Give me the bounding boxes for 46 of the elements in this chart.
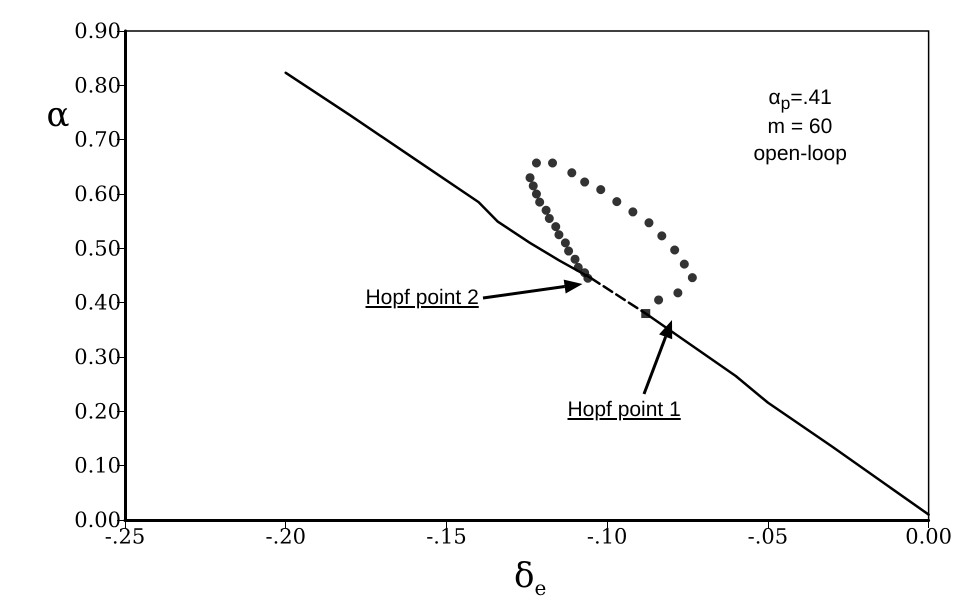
point bbox=[548, 158, 558, 168]
x-tick-label: -.05 bbox=[748, 524, 788, 548]
point bbox=[564, 246, 574, 256]
x-tick-label: -.20 bbox=[265, 524, 306, 548]
point bbox=[612, 197, 622, 206]
point bbox=[528, 181, 538, 190]
y-tick-label: 0.30 bbox=[74, 345, 121, 369]
annotation: open-loop bbox=[754, 142, 847, 166]
x-tick-label: -.15 bbox=[426, 524, 467, 548]
y-tick-label: 0.90 bbox=[74, 19, 121, 43]
y-tick-label: 0.40 bbox=[74, 290, 121, 315]
point bbox=[680, 260, 689, 269]
point bbox=[535, 198, 544, 207]
y-tick-label: 0.10 bbox=[74, 454, 121, 478]
annotation: α$_{p}$=.41 bbox=[768, 86, 832, 114]
point bbox=[644, 218, 654, 228]
point bbox=[542, 206, 551, 215]
y-axis-title: α bbox=[46, 95, 70, 135]
point bbox=[526, 173, 535, 182]
point bbox=[688, 273, 697, 282]
y-tick-label: 0.20 bbox=[74, 399, 121, 424]
annotation: Hopf point 2 bbox=[366, 286, 479, 310]
point bbox=[673, 288, 682, 298]
point bbox=[544, 214, 554, 223]
point bbox=[532, 158, 541, 168]
point bbox=[532, 190, 541, 198]
point bbox=[654, 295, 664, 304]
y-tick-label: 0.60 bbox=[74, 182, 121, 206]
x-tick-label: 0.00 bbox=[905, 524, 952, 548]
point bbox=[670, 245, 680, 254]
point bbox=[570, 254, 580, 264]
point bbox=[551, 222, 560, 232]
point bbox=[596, 185, 606, 194]
point bbox=[580, 178, 590, 187]
annotation: Hopf point 1 bbox=[568, 398, 681, 422]
y-tick-label: 0.50 bbox=[74, 236, 121, 260]
x-tick-label: -.10 bbox=[586, 524, 628, 548]
point bbox=[567, 168, 576, 178]
y-tick-label: 0.80 bbox=[74, 73, 121, 98]
point bbox=[560, 238, 570, 248]
point bbox=[628, 207, 638, 216]
point bbox=[657, 231, 666, 240]
annotation: m = 60 bbox=[768, 115, 832, 139]
y-tick-label: 0.70 bbox=[74, 128, 121, 152]
point bbox=[554, 230, 564, 240]
x-axis-title: δ$_{e}$ bbox=[514, 556, 546, 600]
